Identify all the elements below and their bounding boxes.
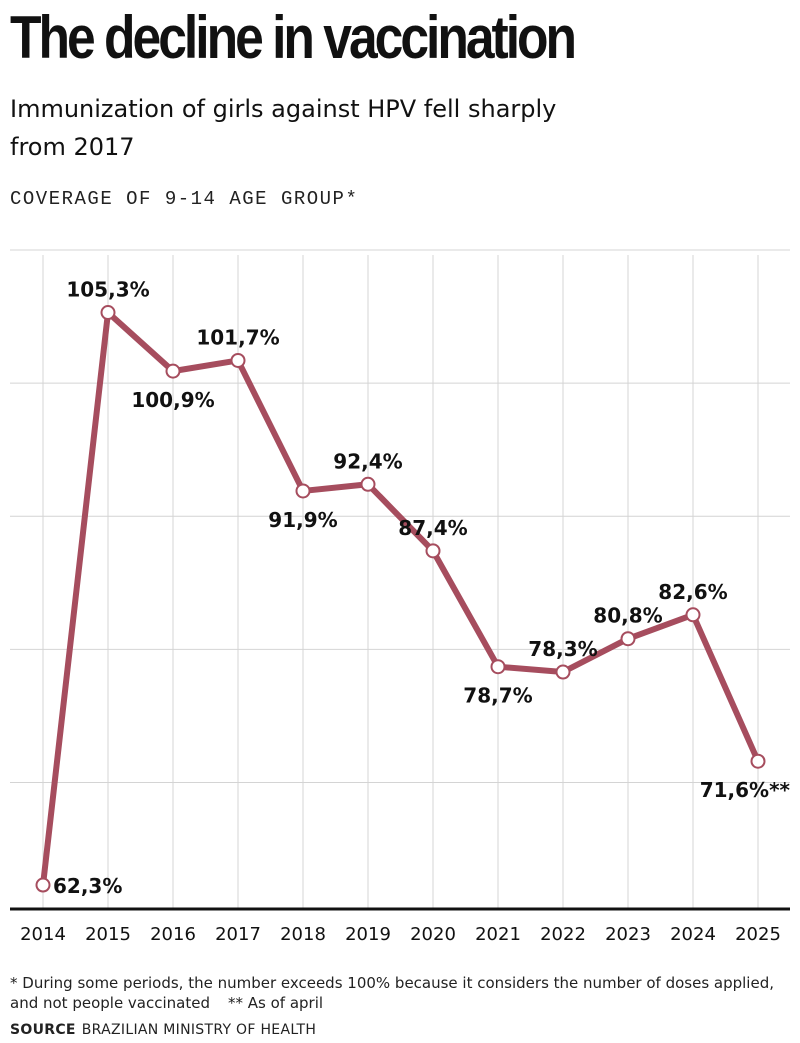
data-point — [165, 363, 181, 379]
x-tick-label: 2018 — [280, 924, 326, 945]
source-text: BRAZILIAN MINISTRY OF HEALTH — [81, 1022, 317, 1038]
data-label: 105,3% — [66, 278, 149, 302]
x-tick-label: 2022 — [540, 924, 586, 945]
data-label: 82,6% — [658, 580, 727, 604]
data-label: 71,6%** — [700, 778, 791, 802]
x-tick-label: 2020 — [410, 924, 456, 945]
data-point — [555, 664, 571, 680]
data-point — [490, 659, 506, 675]
footnote: * During some periods, the number exceed… — [10, 973, 790, 1013]
data-point — [620, 631, 636, 647]
x-tick-label: 2017 — [215, 924, 261, 945]
line-chart: 2014 2015 2016 2017 2018 2019 2020 2021 2022 2023… — [10, 249, 791, 945]
chart-subtitle: Immunization of girls against HPV fell s… — [10, 95, 557, 161]
data-point — [100, 305, 116, 321]
data-point — [230, 352, 246, 368]
chart-title: The decline in vaccination — [10, 4, 577, 71]
data-point — [685, 607, 701, 623]
data-label: 101,7% — [196, 325, 279, 349]
data-label: 91,9% — [268, 508, 337, 532]
x-tick-label: 2019 — [345, 924, 391, 945]
data-label: 100,9% — [131, 388, 214, 412]
series-line — [40, 309, 761, 889]
footnote-doses: * During some periods, the number exceed… — [10, 974, 774, 1012]
data-point — [425, 543, 441, 559]
source-label: SOURCE — [10, 1022, 76, 1038]
data-point — [360, 476, 376, 492]
data-label: 80,8% — [593, 604, 662, 628]
x-tick-label: 2025 — [735, 924, 781, 945]
x-tick-label: 2014 — [20, 924, 66, 945]
data-point — [750, 753, 766, 769]
y-axis-unit-label: COVERAGE OF 9-14 AGE GROUP* — [10, 188, 359, 210]
data-point — [35, 877, 51, 893]
data-label: 78,7% — [463, 684, 532, 708]
x-tick-label: 2021 — [475, 924, 521, 945]
x-tick-label: 2023 — [605, 924, 651, 945]
data-label: 78,3% — [528, 637, 597, 661]
source-line: SOURCE BRAZILIAN MINISTRY OF HEALTH — [10, 1022, 316, 1038]
x-tick-label: 2016 — [150, 924, 196, 945]
data-label: 92,4% — [333, 449, 402, 473]
x-tick-label: 2015 — [85, 924, 131, 945]
footnote-as-of: ** As of april — [228, 994, 324, 1012]
data-label: 62,3% — [53, 874, 122, 898]
data-label: 87,4% — [398, 516, 467, 540]
data-point — [295, 483, 311, 499]
x-tick-label: 2024 — [670, 924, 716, 945]
